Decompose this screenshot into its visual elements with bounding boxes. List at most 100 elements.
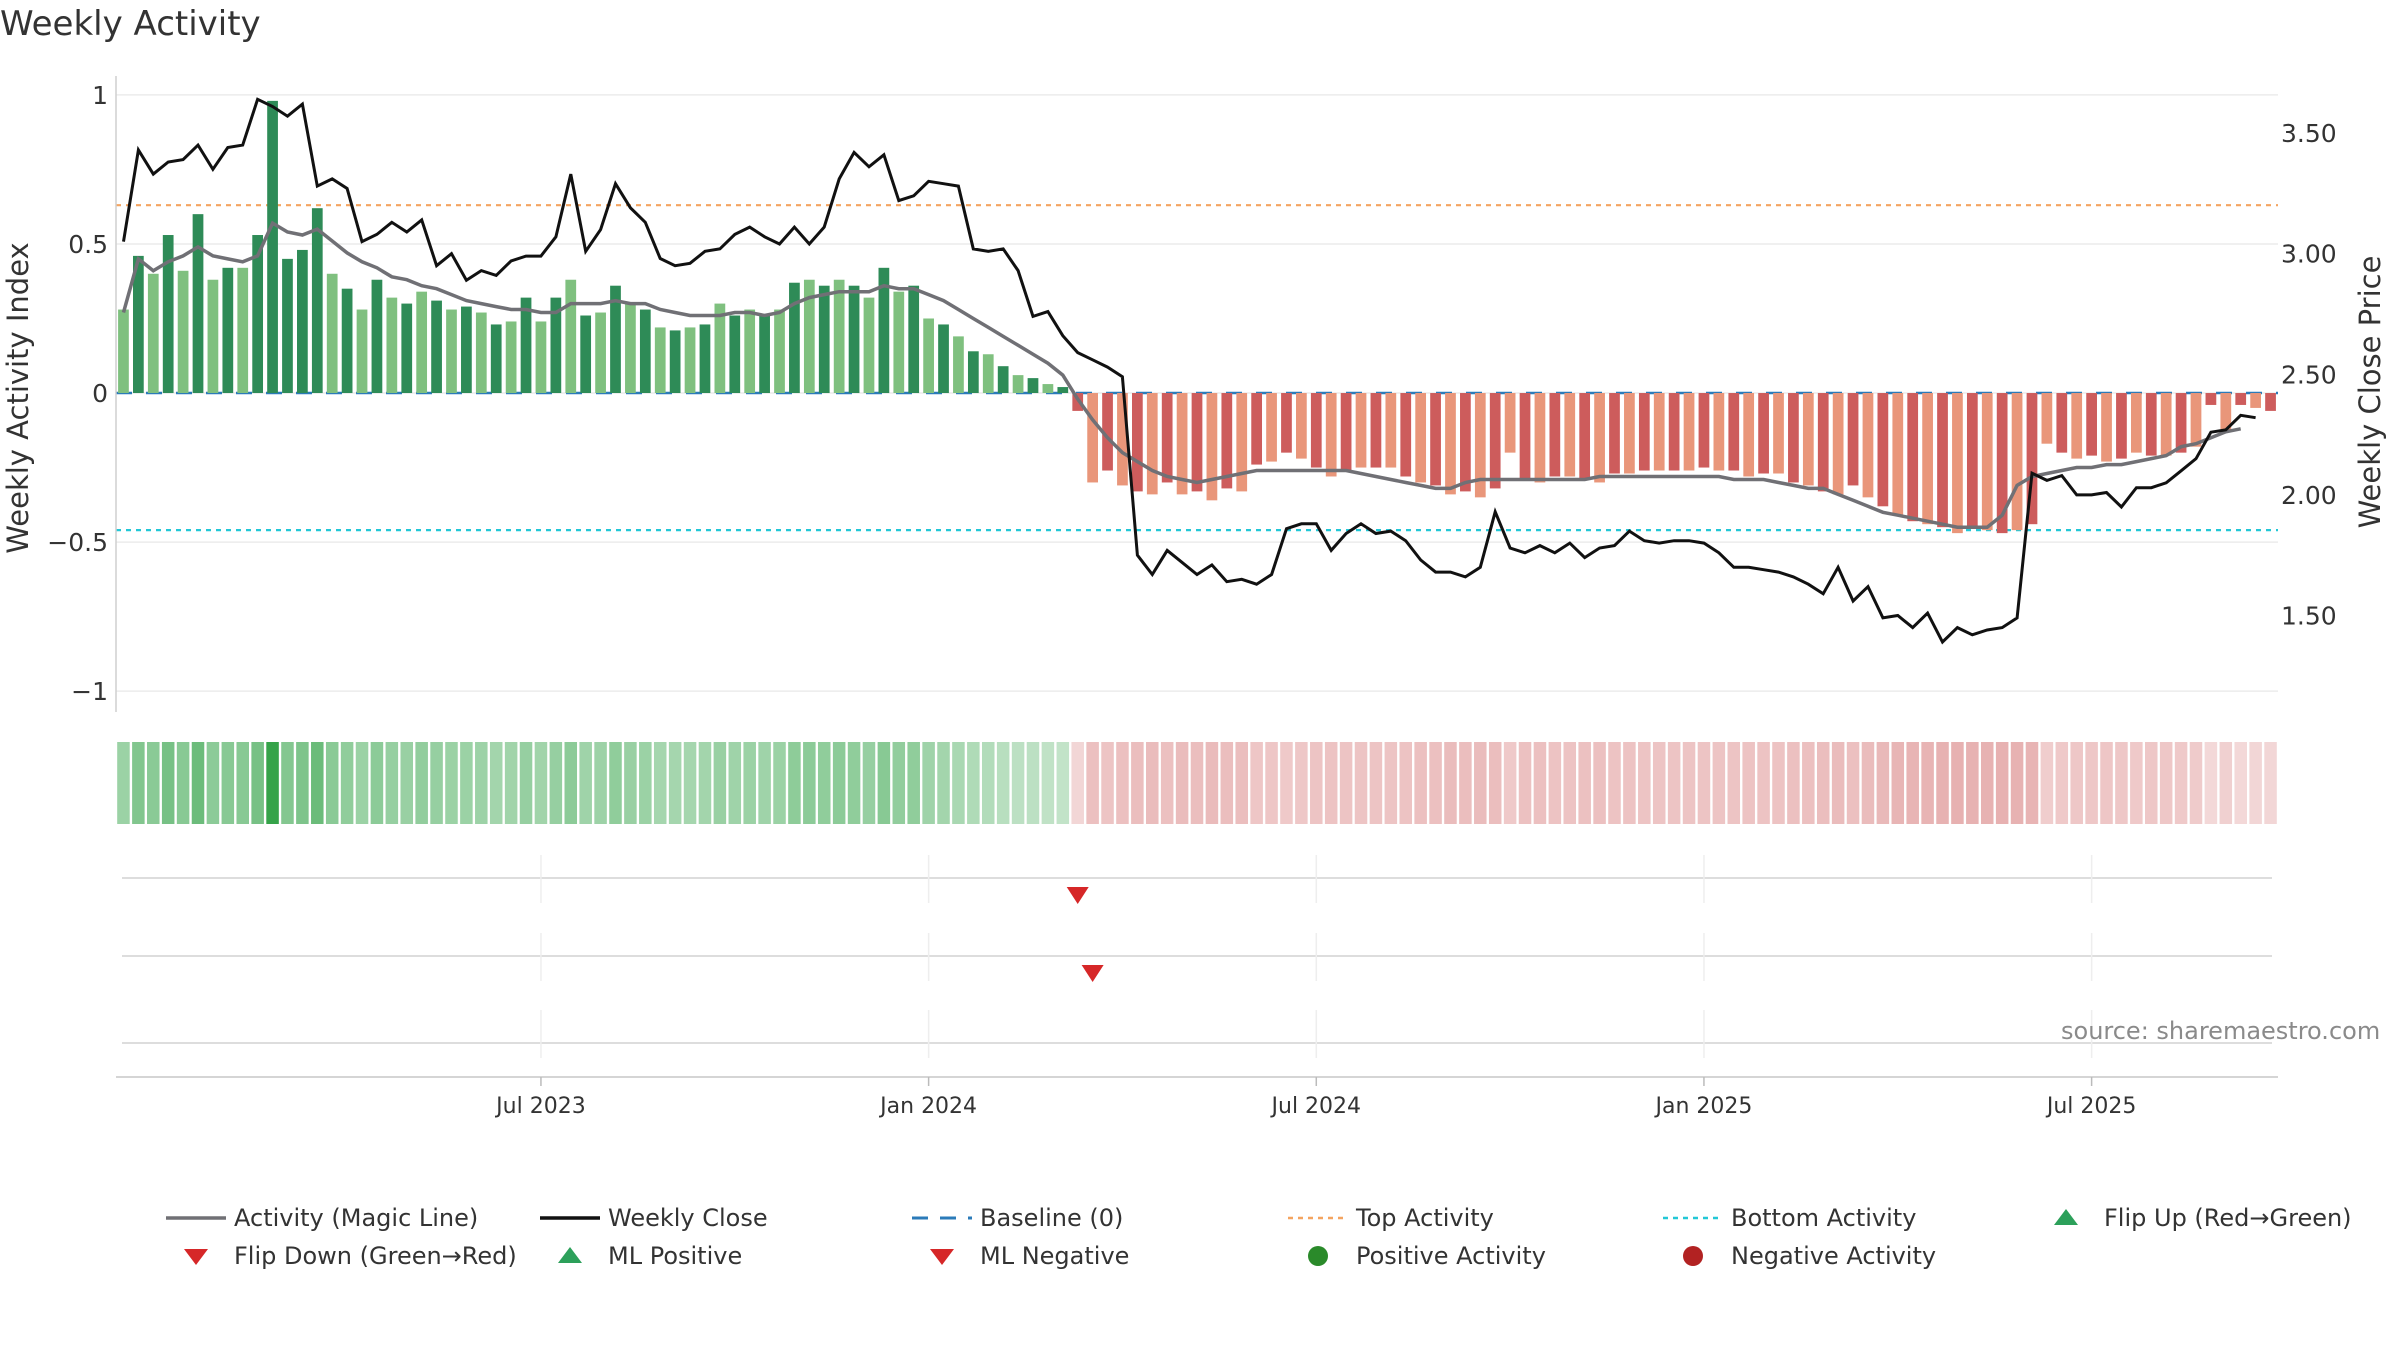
heat-cell <box>1831 742 1845 824</box>
ml-negative-marker <box>1081 965 1104 982</box>
magic-line <box>121 220 2242 529</box>
activity-bar <box>416 291 428 394</box>
activity-bar <box>132 255 144 394</box>
activity-bar <box>1057 387 1069 394</box>
activity-bar <box>1296 393 1307 459</box>
activity-bar <box>1221 393 1233 489</box>
heat-cell <box>1518 742 1532 824</box>
activity-bar <box>729 315 741 394</box>
heat-cell <box>1488 742 1502 824</box>
heat-cell <box>1026 742 1040 824</box>
heat-cell <box>2264 742 2277 824</box>
heat-cell <box>1116 742 1129 824</box>
heat-cell <box>355 742 369 824</box>
left-tick-label: −1 <box>71 677 108 706</box>
heat-cell <box>311 742 324 824</box>
heat-cell <box>579 742 592 824</box>
left-tick-label: 0 <box>92 379 108 408</box>
activity-bar <box>1281 393 1292 453</box>
activity-bar <box>386 297 398 394</box>
activity-bar <box>1922 393 1933 525</box>
activity-bar <box>1042 384 1054 394</box>
heat-cell <box>266 742 279 824</box>
legend-label: Bottom Activity <box>1731 1204 1917 1232</box>
heat-cell <box>2219 742 2233 824</box>
activity-bar <box>2101 393 2112 462</box>
heat-cell <box>251 742 264 824</box>
activity-bar <box>550 297 562 394</box>
activity-bar <box>1161 393 1173 483</box>
heat-cell <box>475 742 488 824</box>
x-tick-label: Jul 2025 <box>2045 1094 2137 1119</box>
heat-cell <box>1310 742 1323 824</box>
heat-cell <box>668 742 682 824</box>
heat-cell <box>1295 742 1308 824</box>
activity-bar <box>1802 393 1814 486</box>
activity-bar <box>1952 393 1963 534</box>
activity-bar <box>1862 393 1874 498</box>
heat-cell <box>1339 742 1353 824</box>
legend-item: Activity (Magic Line) <box>164 1203 478 1233</box>
heat-cell <box>1697 742 1711 824</box>
activity-bar <box>1370 393 1382 468</box>
heat-cell <box>1220 742 1234 824</box>
heat-cell <box>2085 742 2098 824</box>
heat-cell <box>206 742 220 824</box>
heat-cell <box>176 742 190 824</box>
tri-down-red-icon <box>184 1249 208 1265</box>
activity-bar <box>848 285 860 394</box>
circle-green-icon <box>1308 1246 1328 1266</box>
heat-cell <box>1787 742 1800 824</box>
right-tick-label: 3.00 <box>2281 240 2337 269</box>
activity-bar <box>1325 393 1337 477</box>
heat-cell <box>1742 742 1755 824</box>
activity-bar <box>2130 393 2142 453</box>
activity-bar <box>1624 393 1635 474</box>
activity-bar <box>1713 393 1725 471</box>
tri-up-green-icon <box>2054 1209 2078 1225</box>
heat-cell <box>922 742 935 824</box>
activity-bar <box>1191 393 1203 492</box>
activity-bar <box>267 100 278 394</box>
heat-cell <box>236 742 250 824</box>
heat-cell <box>683 742 697 824</box>
activity-bar <box>2250 393 2262 408</box>
heat-cell <box>1474 742 1487 824</box>
legend-label: Baseline (0) <box>980 1204 1124 1232</box>
legend-label: Weekly Close <box>608 1204 768 1232</box>
activity-bar <box>1743 393 1755 477</box>
heat-cell <box>1369 742 1383 824</box>
heat-cell <box>2100 742 2113 824</box>
activity-bar <box>237 267 249 394</box>
right-tick-label: 3.50 <box>2281 119 2337 148</box>
heat-cell <box>1175 742 1189 824</box>
heat-cell <box>877 742 891 824</box>
heat-cell <box>907 742 920 824</box>
activity-bar <box>475 312 487 394</box>
activity-bar <box>1534 393 1546 483</box>
activity-bar <box>2116 393 2127 459</box>
activity-bar <box>1012 375 1024 394</box>
heat-cell <box>2159 742 2173 824</box>
heat-cell <box>489 742 503 824</box>
legend-item: ML Negative <box>910 1241 1129 1271</box>
heat-cell <box>832 742 846 824</box>
heat-cell <box>952 742 965 824</box>
legend-item: ML Positive <box>538 1241 742 1271</box>
activity-bar <box>1385 393 1397 468</box>
heat-cell <box>1056 742 1070 824</box>
legend-label: Activity (Magic Line) <box>234 1204 479 1232</box>
activity-bar <box>1668 393 1680 471</box>
heat-cell <box>400 742 414 824</box>
heat-cell <box>1533 742 1547 824</box>
activity-bar <box>2145 393 2157 456</box>
heat-cell <box>519 742 533 824</box>
activity-bar <box>908 285 920 394</box>
legend: Activity (Magic Line) Weekly Close Baselin… <box>0 1195 2400 1305</box>
heat-cell <box>653 742 667 824</box>
heat-cell <box>1280 742 1293 824</box>
heat-cell <box>2115 742 2128 824</box>
legend-item: Flip Down (Green→Red) <box>164 1241 517 1271</box>
activity-bar <box>1847 393 1859 486</box>
activity-bar <box>252 235 264 394</box>
